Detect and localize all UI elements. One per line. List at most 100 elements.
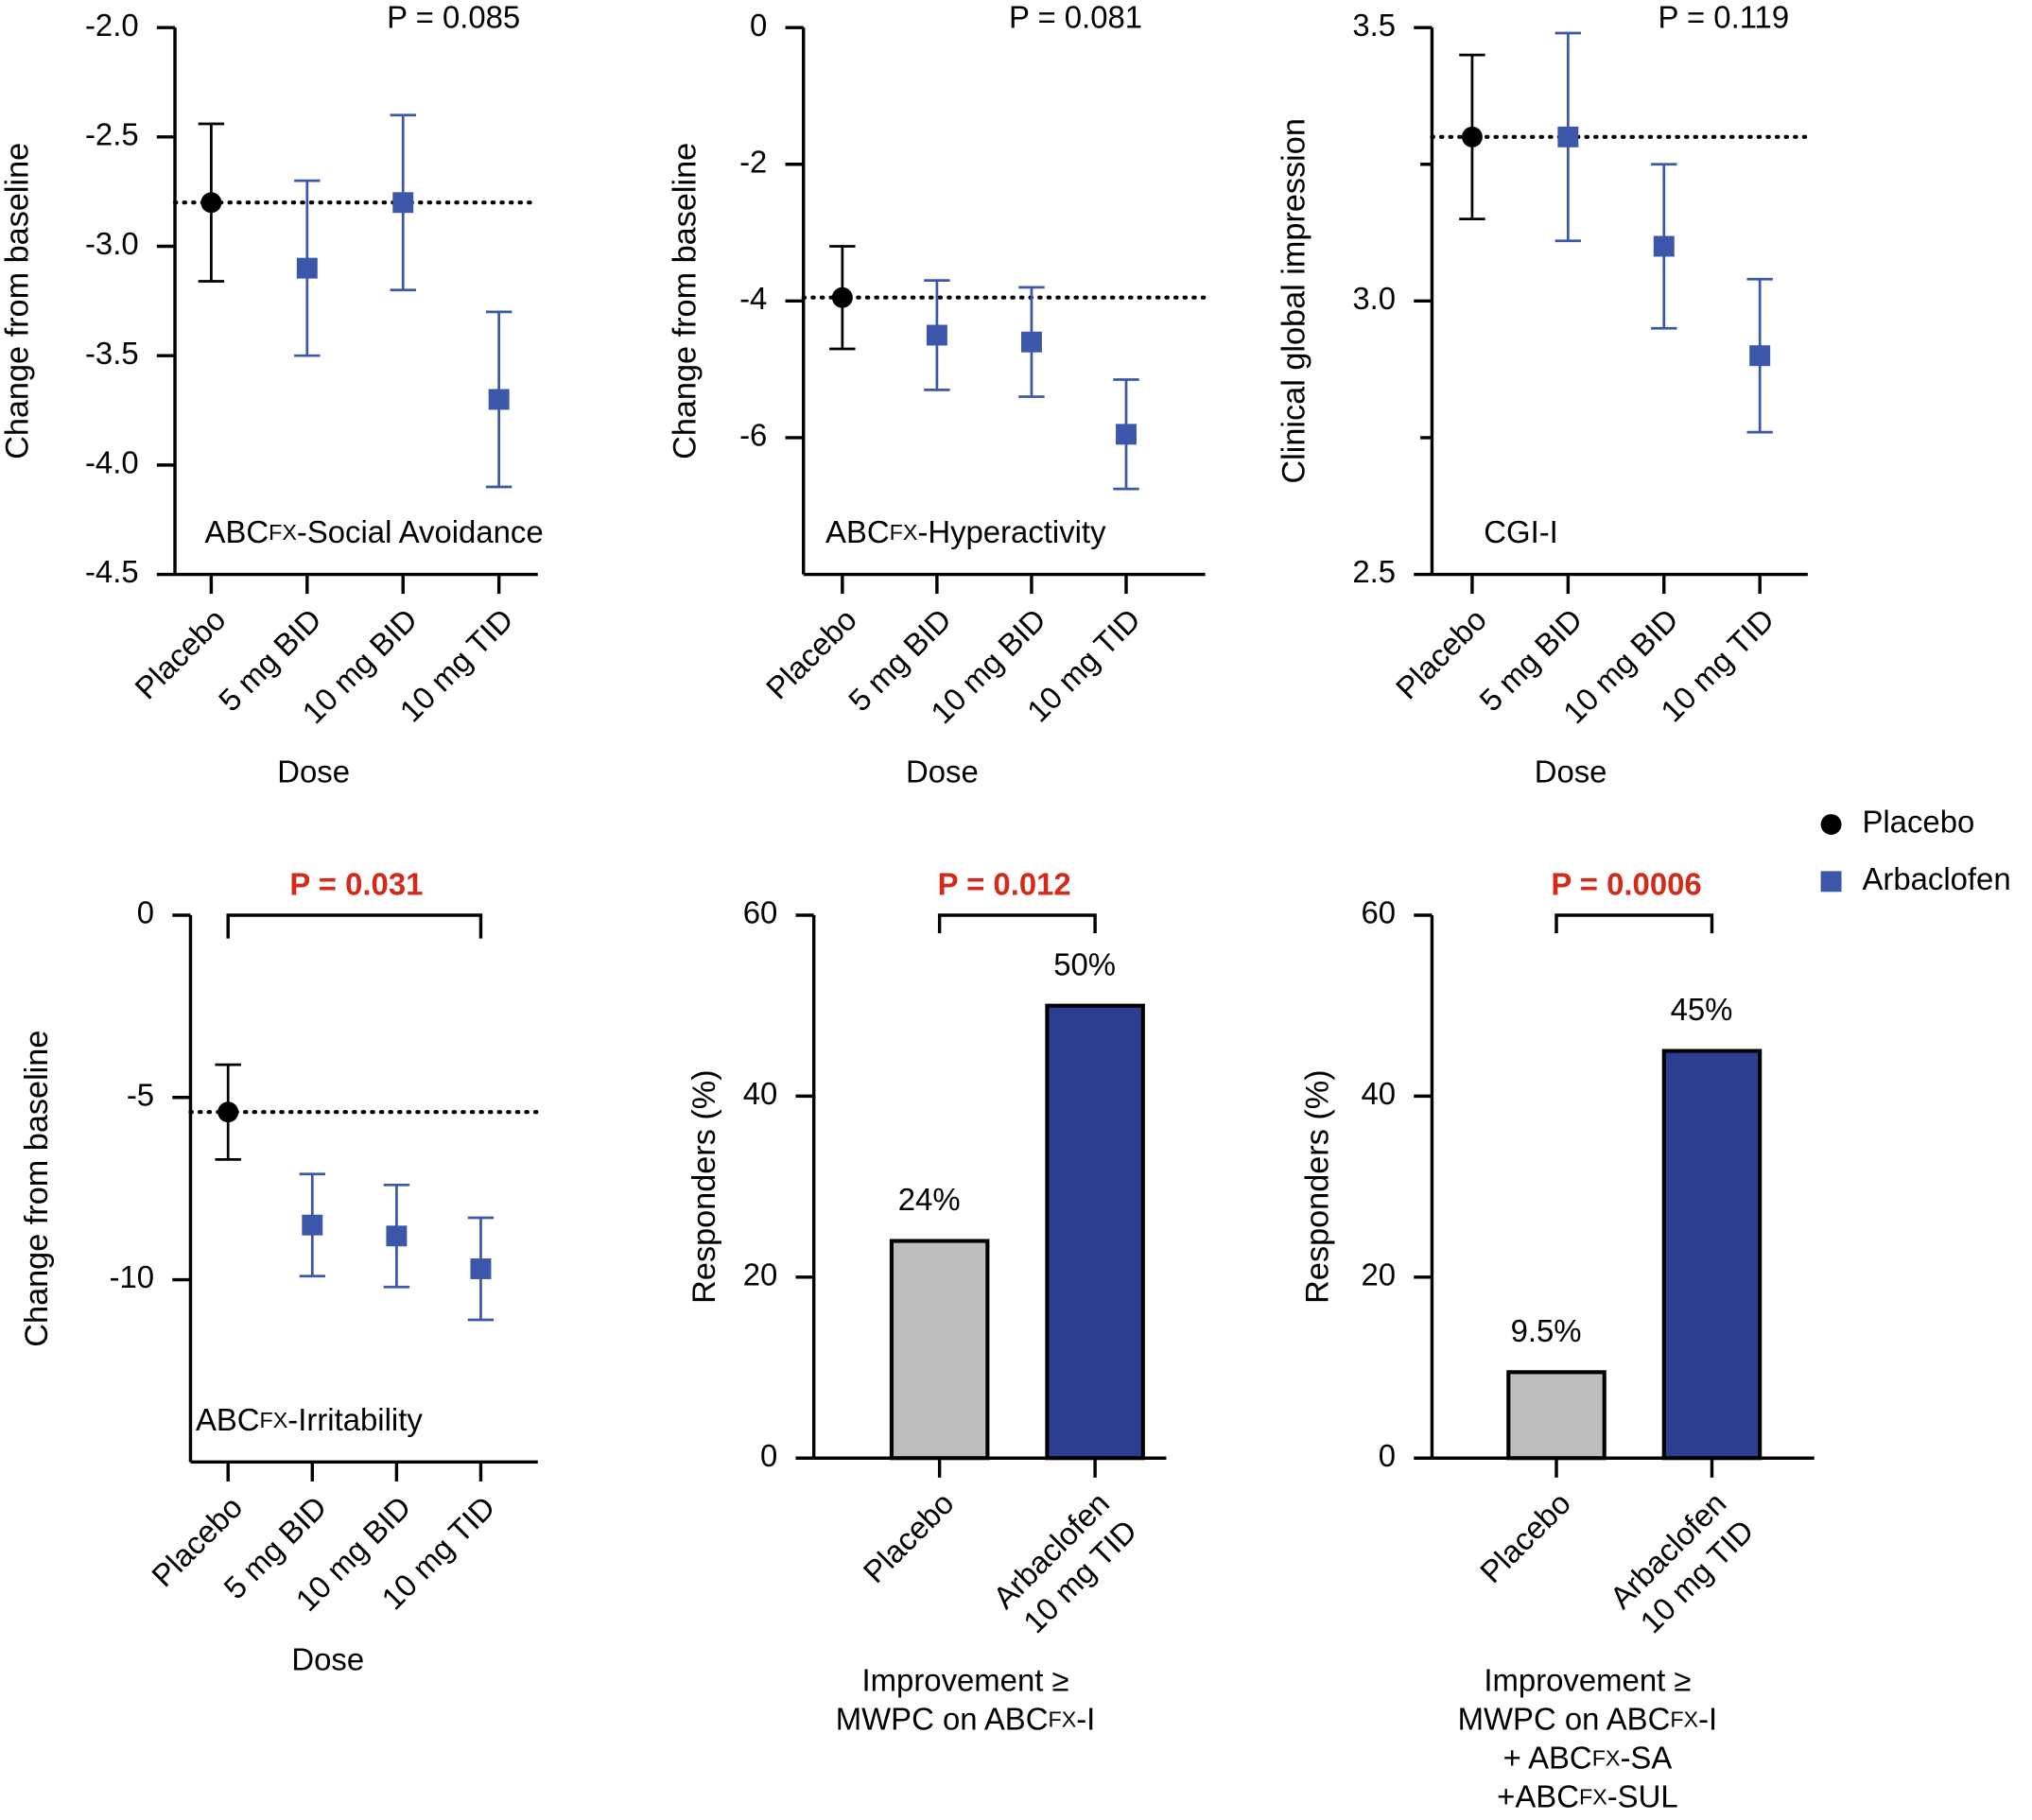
panel-label-part: ABC — [825, 514, 890, 549]
value-label: 24% — [898, 1182, 961, 1217]
panel-label-part: ABC — [205, 514, 269, 549]
p-value: P = 0.119 — [1658, 0, 1789, 35]
x-tick-label-group: Placebo — [1473, 1485, 1577, 1589]
x-axis-label: Dose — [277, 754, 350, 789]
y-axis-label: Change from baseline — [667, 143, 703, 459]
y-tick-label: 20 — [743, 1257, 778, 1292]
y-tick-label: -10 — [110, 1259, 155, 1294]
panel-label: ABCFX-Irritability — [196, 1402, 423, 1437]
value-label: 45% — [1671, 992, 1733, 1027]
x-axis-label-part: -SA — [1620, 1740, 1672, 1775]
bar — [1045, 1003, 1145, 1461]
x-axis-label-part: Dose — [291, 1641, 364, 1676]
x-axis-label: Improvement ≥ — [1484, 1662, 1691, 1697]
panel-label-part: ABC — [196, 1402, 260, 1437]
y-tick-label: 20 — [1361, 1257, 1396, 1292]
p-value: P = 0.012 — [938, 867, 1071, 902]
x-axis-label: Dose — [906, 754, 979, 789]
marker — [488, 389, 510, 410]
bar — [1506, 1370, 1606, 1461]
y-tick-label: 60 — [1361, 895, 1396, 930]
x-axis-label-part: Dose — [277, 754, 350, 789]
x-axis-label-part: MWPC on ABC — [1458, 1701, 1671, 1736]
marker — [926, 324, 947, 346]
y-tick-label: -4 — [739, 281, 767, 316]
legend-marker — [1820, 871, 1842, 893]
panel-label: CGI-I — [1484, 514, 1558, 549]
marker — [392, 192, 414, 214]
y-tick-label: -6 — [739, 418, 767, 453]
value-label: 9.5% — [1511, 1313, 1582, 1348]
panel-label-part: FX — [260, 1408, 288, 1432]
panel-label-part: FX — [890, 520, 918, 545]
y-tick-label: 2.5 — [1352, 554, 1396, 589]
y-tick-label: -2.5 — [85, 117, 139, 152]
x-axis-label-part: +ABC — [1497, 1778, 1579, 1813]
marker — [470, 1258, 492, 1279]
x-axis-label-part: FX — [1579, 1785, 1607, 1810]
marker — [217, 1101, 239, 1123]
value-label: 50% — [1053, 946, 1116, 981]
x-axis-label-part: -SUL — [1607, 1778, 1678, 1813]
marker — [1020, 331, 1042, 353]
x-axis-label: MWPC on ABCFX-I — [1458, 1701, 1718, 1736]
significance-bracket — [226, 913, 483, 939]
panel-label: ABCFX-Hyperactivity — [825, 514, 1106, 549]
legend-label: Arbaclofen — [1862, 861, 2010, 896]
marker — [1749, 345, 1771, 367]
x-axis-label-part: -I — [1698, 1701, 1717, 1736]
y-tick-label: 0 — [137, 895, 154, 930]
bar — [889, 1239, 990, 1461]
x-axis-label-part: -I — [1076, 1701, 1095, 1736]
significance-bracket — [937, 913, 1097, 934]
marker — [200, 192, 222, 214]
panel-label-part: CGI-I — [1484, 514, 1558, 549]
y-axis-label: Responders (%) — [686, 1069, 722, 1303]
marker — [296, 257, 318, 279]
x-axis-label-part: MWPC on ABC — [836, 1701, 1049, 1736]
panel-label-part: -Social Avoidance — [297, 514, 544, 549]
y-tick-label: 0 — [1379, 1438, 1396, 1473]
panel-label-part: -Irritability — [287, 1402, 423, 1437]
x-tick-label: Placebo — [1473, 1485, 1577, 1589]
x-axis-label: Dose — [291, 1641, 364, 1676]
y-axis-label: Clinical global impression — [1277, 118, 1312, 483]
y-axis-label: Change from baseline — [0, 143, 36, 459]
x-axis-label-part: Dose — [1535, 754, 1607, 789]
marker — [1116, 424, 1137, 445]
x-axis-label-part: Dose — [906, 754, 979, 789]
x-axis-label-part: + ABC — [1503, 1740, 1592, 1775]
p-value: P = 0.0006 — [1551, 867, 1701, 902]
panel-label-part: -Hyperactivity — [917, 514, 1106, 549]
panel-label-part: FX — [269, 520, 297, 545]
y-axis-label: Change from baseline — [19, 1031, 55, 1347]
y-tick-label: 40 — [1361, 1076, 1396, 1111]
marker — [831, 286, 853, 308]
bar — [1661, 1049, 1763, 1461]
marker — [1557, 126, 1579, 147]
x-axis-label: Improvement ≥ — [862, 1662, 1069, 1697]
x-axis-label: + ABCFX-SA — [1503, 1740, 1673, 1775]
y-tick-label: -5 — [127, 1077, 154, 1112]
y-tick-label: 40 — [743, 1076, 778, 1111]
y-tick-label: -4.5 — [85, 554, 139, 589]
legend-label: Placebo — [1862, 805, 1974, 840]
marker — [1461, 126, 1483, 147]
x-axis-label: +ABCFX-SUL — [1497, 1778, 1677, 1813]
x-axis-label: Dose — [1535, 754, 1607, 789]
x-axis-label: MWPC on ABCFX-I — [836, 1701, 1096, 1736]
y-tick-label: -3.5 — [85, 336, 139, 371]
x-tick-label: Placebo — [857, 1485, 961, 1589]
y-tick-label: 3.0 — [1352, 281, 1396, 316]
marker — [302, 1214, 323, 1236]
p-value: P = 0.031 — [289, 867, 423, 902]
legend-marker — [1820, 814, 1842, 836]
y-tick-label: 0 — [760, 1438, 777, 1473]
y-tick-label: -4.0 — [85, 445, 139, 480]
x-axis-label-part: FX — [1048, 1707, 1076, 1732]
p-value: P = 0.085 — [387, 0, 520, 35]
y-tick-label: -2.0 — [85, 8, 139, 43]
